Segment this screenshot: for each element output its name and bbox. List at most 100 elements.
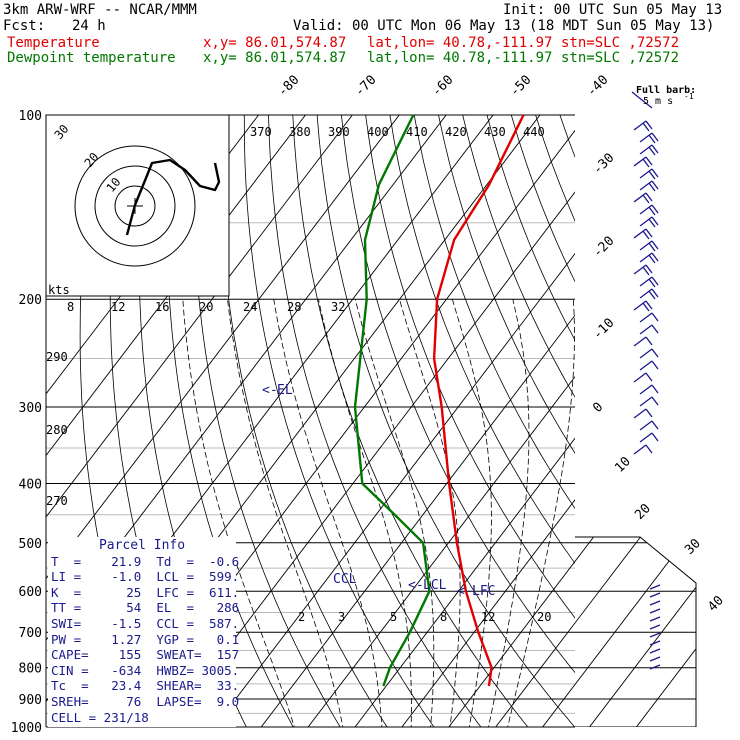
parcel-row: SREH= 76 LAPSE= 9.0 <box>51 693 240 709</box>
wind-barb <box>633 336 647 347</box>
hodograph-ring <box>74 145 196 267</box>
wind-barb-flag <box>651 240 659 250</box>
wind-barb-flag <box>642 230 650 240</box>
isotherm-line <box>307 375 575 727</box>
wind-barb-flag <box>648 170 656 180</box>
dry-adiabat-line <box>438 115 575 454</box>
wind-barb <box>639 276 653 287</box>
hodograph-speed-label: 32 <box>331 300 345 314</box>
sounding-series <box>353 114 525 687</box>
temperature-xy: x,y= 86.01,574.87 <box>203 35 347 51</box>
dry-adiabat-line <box>292 115 529 727</box>
theta-e-label: 420 <box>445 125 467 139</box>
isotherm-label: -60 <box>429 73 456 100</box>
wind-barb <box>649 624 661 630</box>
wind-barb <box>639 180 653 191</box>
wind-barb-flag <box>645 336 653 346</box>
wind-legend-barb <box>631 91 653 109</box>
dry-adiabat-line <box>510 115 575 283</box>
wind-barb <box>649 608 661 614</box>
wind-barb <box>649 632 661 638</box>
isotherm-label: -20 <box>590 234 617 261</box>
wind-barb <box>649 664 661 670</box>
wind-barb <box>649 592 661 598</box>
wind-legend-value: 5 m s <box>643 96 673 107</box>
moist-adiabat-line <box>227 299 344 727</box>
theta-e-label: 370 <box>250 125 272 139</box>
isotherm-label: 0 <box>590 400 606 416</box>
dry-adiabat-line <box>413 115 575 510</box>
isotherm-label: -50 <box>507 73 534 100</box>
wind-barb <box>639 312 653 323</box>
isotherm-line <box>626 537 696 727</box>
wind-barb <box>633 192 647 203</box>
wind-barb <box>633 444 647 455</box>
isotherm-label: -30 <box>590 151 617 178</box>
pressure-tick-label: 600 <box>19 585 42 600</box>
mixing-ratio-label: 2 <box>298 610 305 624</box>
hodograph-ring <box>114 185 156 227</box>
moist-adiabat-line <box>451 299 492 727</box>
wind-barb <box>639 216 653 227</box>
wind-legend-exponent: -1 <box>684 92 694 101</box>
wind-barb-flag <box>645 408 653 418</box>
temperature-legend-label: Temperature <box>7 35 100 51</box>
forecast-label: Fcst: <box>3 18 46 34</box>
theta-e-label: 430 <box>484 125 506 139</box>
isotherm-line <box>401 499 575 727</box>
wind-barb <box>639 252 653 263</box>
wind-barb-flag <box>651 312 659 322</box>
pressure-tick-label: 900 <box>19 693 42 708</box>
wind-barb-flag <box>651 396 659 406</box>
pressure-tick-label: 300 <box>19 401 42 416</box>
isotherm-line <box>580 87 740 740</box>
dry-adiabat-line <box>633 115 740 740</box>
parcel-row: SWI= -1.5 CCL = 587. <box>51 615 240 631</box>
ccl-marker: CCL <box>333 572 357 587</box>
hodograph-speed-label: 28 <box>287 300 301 314</box>
theta-label: 270 <box>46 494 68 508</box>
wind-barb <box>633 372 647 383</box>
wind-barb <box>639 348 653 359</box>
wind-barb <box>639 204 653 215</box>
wind-barbs <box>631 91 661 670</box>
parcel-row: TT = 54 EL = 286 <box>51 600 240 616</box>
dry-adiabat-line <box>608 115 740 740</box>
plot-right-border <box>575 536 697 727</box>
theta-e-label: 440 <box>523 125 545 139</box>
svg-text:<-: <- <box>408 578 424 593</box>
theta-e-label: 380 <box>289 125 311 139</box>
isotherm-line <box>542 683 575 727</box>
pressure-tick-label: 200 <box>19 293 42 308</box>
isotherm-line <box>448 560 575 727</box>
wind-barb-flag <box>651 132 659 142</box>
dry-adiabat-line <box>193 115 341 727</box>
wind-barb <box>649 584 661 590</box>
wind-barb <box>639 168 653 179</box>
hodograph-units-label: kts <box>48 283 70 297</box>
hodograph-speed-label: 24 <box>243 300 257 314</box>
hodograph-speed-label: 12 <box>111 300 125 314</box>
moist-adiabat-line <box>354 299 435 727</box>
wind-barb-flag <box>651 276 659 286</box>
wind-barb-flag <box>651 384 659 394</box>
forecast-hour: 24 h <box>72 18 106 34</box>
parcel-row: T = 21.9 Td = -0.6 <box>51 553 240 569</box>
dewpoint-profile <box>353 114 431 687</box>
theta-e-label: 400 <box>367 125 389 139</box>
lcl-marker: <- LCL <box>408 578 447 593</box>
wind-barb <box>639 240 653 251</box>
wind-barb-flag <box>642 266 650 276</box>
moist-adiabat-line <box>488 299 530 727</box>
dry-adiabat-line <box>462 115 575 398</box>
isotherm-label: 30 <box>682 536 704 558</box>
parcel-row: K = 25 LFC = 611. <box>51 584 240 600</box>
theta-label: 290 <box>46 350 68 364</box>
isotherm-label: 10 <box>612 454 634 476</box>
temperature-station: stn=SLC ,72572 <box>561 35 680 51</box>
moist-adiabat-line <box>507 299 575 727</box>
dry-adiabat-line <box>243 115 435 727</box>
dry-adiabat-line <box>365 115 575 619</box>
wind-barb-flag <box>648 134 656 144</box>
